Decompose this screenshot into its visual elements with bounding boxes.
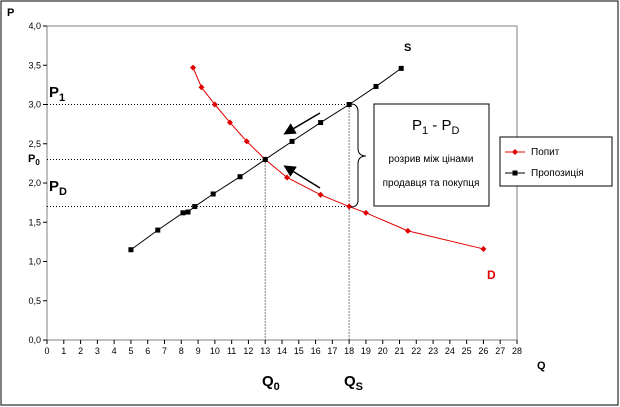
x-tick-label: 7 bbox=[162, 346, 167, 356]
x-tick-label: 17 bbox=[327, 346, 337, 356]
series-group bbox=[128, 64, 487, 253]
supply-point bbox=[398, 65, 404, 71]
x-tick-label: 4 bbox=[112, 346, 117, 356]
x-tick-label: 2 bbox=[78, 346, 83, 356]
box-line2: продавця та покупця bbox=[383, 178, 480, 189]
demand-point bbox=[243, 138, 250, 145]
supply-point bbox=[262, 156, 268, 162]
x-tick-label: 23 bbox=[428, 346, 438, 356]
box-line1: розрив між цінами bbox=[389, 154, 474, 165]
x-tick-label: 11 bbox=[227, 346, 236, 356]
series-line-demand bbox=[192, 67, 484, 250]
supply-point bbox=[185, 209, 191, 215]
y-tick-label: 1,0 bbox=[28, 257, 41, 267]
arrow-upper bbox=[283, 112, 321, 135]
demand-point bbox=[480, 245, 487, 252]
y-tick-label: 0,5 bbox=[28, 296, 41, 306]
supply-point bbox=[128, 247, 134, 253]
axes: 0 1 2 3 4 5 6 7 8 9 10 11 12 13 14 15 16 17 18 19 20 21 22 23 24… bbox=[28, 21, 522, 356]
legend-marker-supply bbox=[512, 170, 518, 176]
demand-end-label: D bbox=[487, 268, 496, 282]
supply-point bbox=[155, 227, 161, 233]
demand-point bbox=[190, 64, 197, 71]
x-tick-label: 20 bbox=[378, 346, 388, 356]
demand-point bbox=[317, 191, 324, 198]
x-tick-label: 18 bbox=[344, 346, 354, 356]
supply-point bbox=[289, 138, 295, 144]
legend-marker-demand bbox=[512, 149, 518, 155]
demand-point bbox=[346, 203, 353, 210]
x-tick-label: 21 bbox=[394, 346, 404, 356]
x-tick-label: 13 bbox=[260, 346, 270, 356]
box-title: P1 - PD bbox=[412, 117, 459, 137]
supply-point bbox=[180, 210, 186, 216]
demand-point bbox=[226, 119, 233, 126]
y-axis-title: P bbox=[7, 7, 14, 19]
x-tick-label: 9 bbox=[196, 346, 201, 356]
y-tick-label: 3,0 bbox=[28, 100, 41, 110]
x-tick-label: 27 bbox=[495, 346, 505, 356]
demand-point bbox=[362, 209, 369, 216]
demand-point bbox=[211, 101, 218, 108]
x-tick-label: 12 bbox=[243, 346, 253, 356]
supply-point bbox=[373, 83, 379, 89]
legend-label-supply: Пропозиція bbox=[531, 168, 584, 179]
x-tick-label: 1 bbox=[61, 346, 66, 356]
demand-point bbox=[198, 84, 205, 91]
supply-point bbox=[210, 191, 216, 197]
x-tick-label: 26 bbox=[478, 346, 488, 356]
x-tick-label: 24 bbox=[445, 346, 455, 356]
y-tick-label: 0,0 bbox=[28, 335, 41, 345]
x-tick-label: 3 bbox=[95, 346, 100, 356]
y-tick-label: 4,0 bbox=[28, 21, 41, 31]
x-tick-label: 6 bbox=[145, 346, 150, 356]
x-tick-label: 5 bbox=[128, 346, 133, 356]
gap-annotation-box: P1 - PD розрив між цінами продавця та по… bbox=[373, 103, 490, 207]
x-tick-label: 15 bbox=[294, 346, 304, 356]
reference-lines bbox=[47, 104, 350, 340]
supply-point bbox=[318, 120, 324, 126]
legend: Попит Пропозиція bbox=[499, 136, 613, 187]
x-tick-label: 8 bbox=[179, 346, 184, 356]
gap-brace bbox=[350, 103, 367, 208]
x-tick-label: 16 bbox=[311, 346, 321, 356]
y-tick-label: 2,5 bbox=[28, 139, 41, 149]
x-tick-label: 10 bbox=[210, 346, 220, 356]
x-tick-label: 0 bbox=[44, 346, 49, 356]
arrow-lower bbox=[283, 165, 321, 189]
supply-point bbox=[346, 102, 352, 107]
x-axis-title: Q bbox=[537, 360, 546, 372]
legend-label-demand: Попит bbox=[531, 147, 560, 158]
x-tick-label: 22 bbox=[411, 346, 421, 356]
supply-point bbox=[237, 174, 243, 180]
x-tick-label: 28 bbox=[512, 346, 522, 356]
y-tick-label: 1,5 bbox=[28, 217, 41, 227]
supply-point bbox=[192, 204, 198, 210]
demand-point bbox=[404, 227, 411, 234]
x-tick-label: 14 bbox=[277, 346, 287, 356]
x-tick-label: 25 bbox=[462, 346, 472, 356]
y-tick-label: 3,5 bbox=[28, 60, 41, 70]
y-tick-label: 2,0 bbox=[28, 178, 41, 188]
supply-end-label: S bbox=[404, 42, 411, 54]
x-tick-label: 19 bbox=[361, 346, 371, 356]
